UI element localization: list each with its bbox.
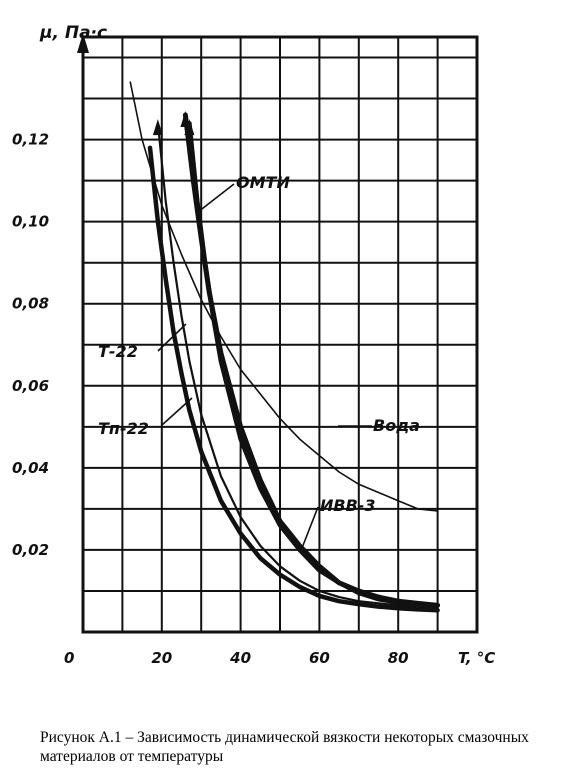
series-line: [187, 120, 440, 608]
series-label: Тп-22: [98, 419, 149, 438]
y-tick-label: 0,08: [12, 295, 49, 313]
series-line: [156, 122, 439, 610]
series-line: [129, 81, 439, 512]
x-tick-label: 20: [151, 649, 172, 667]
label-leader-line: [301, 506, 319, 549]
y-tick-label: 0,06: [12, 377, 49, 395]
chart-grid: [83, 37, 477, 632]
chart-labels: 0,02 0,04 0,06 0,08 0,10 0,12 20 40 60 80 0 μ, Па·с…: [12, 23, 495, 667]
series-label: Вода: [373, 416, 420, 435]
curve-arrow: [180, 110, 191, 127]
y-tick-label: 0,02: [12, 541, 49, 559]
series-layer: [129, 81, 441, 613]
label-leader-line: [157, 323, 187, 352]
plot-frame: [77, 33, 479, 634]
y-tick-label: 0,04: [12, 459, 49, 477]
label-leader-line: [161, 397, 193, 426]
series-label: ИВВ-3: [320, 496, 376, 515]
y-axis-label: μ, Па·с: [39, 23, 107, 43]
curve-arrow: [152, 119, 163, 136]
x-tick-label: 60: [309, 649, 330, 667]
x-axis-label: T, °C: [458, 649, 495, 667]
axes-frame: [81, 35, 479, 634]
label-leader-line: [197, 183, 235, 213]
series-line: [182, 112, 441, 608]
origin-label: 0: [64, 649, 74, 667]
figure-caption: Рисунок А.1 – Зависимость динамической в…: [40, 729, 529, 765]
series-label: Т-22: [98, 342, 138, 361]
x-tick-label: 40: [229, 649, 251, 667]
series-label: ОМТИ: [236, 173, 290, 192]
x-tick-label: 80: [388, 649, 409, 667]
y-tick-label: 0,10: [12, 213, 49, 231]
y-tick-label: 0,12: [12, 131, 49, 149]
viscosity-chart: 0,02 0,04 0,06 0,08 0,10 0,12 20 40 60 80 0 μ, Па·с…: [12, 23, 495, 667]
y-axis-arrow: [77, 33, 89, 53]
curve-arrow: [184, 119, 195, 136]
series-line: [147, 145, 440, 613]
